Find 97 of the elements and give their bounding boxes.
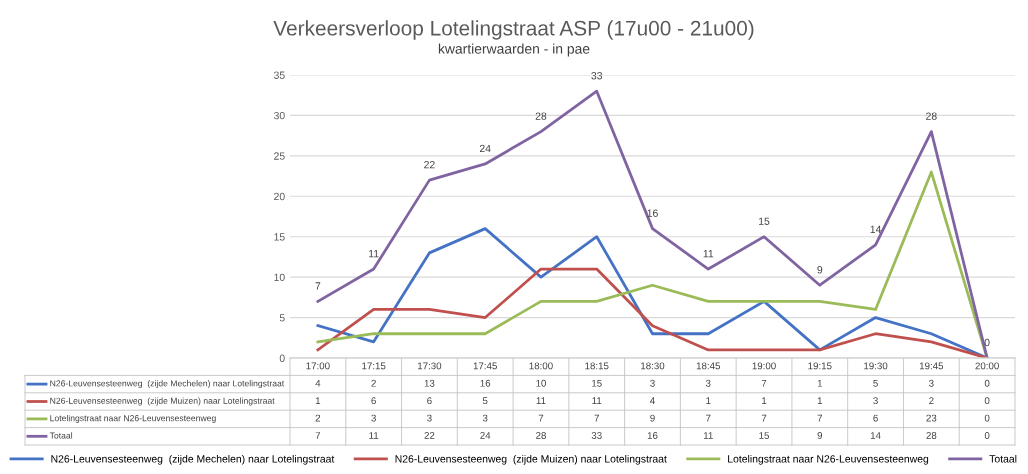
text: N26-Leuvensesteenweg (zijde Mechelen) naar Lotelingstraat [51, 454, 335, 465]
chart-title: Verkeersverloop Lotelingstraat ASP (17u00 - 21u00) [273, 20, 754, 40]
data-label: 3 [427, 414, 432, 422]
data-label: 16 [480, 379, 491, 387]
line-series [316, 89, 989, 358]
data-label: 16 [647, 432, 658, 439]
data-label: 7 [761, 414, 767, 422]
annotation: 7 [315, 282, 321, 290]
x-tick-label: 19:00 [752, 362, 776, 370]
data-label: 15 [592, 379, 602, 387]
data-label: 28 [536, 432, 546, 439]
x-tick-label: 19:15 [808, 362, 832, 370]
x-tick-label: 17:45 [473, 362, 497, 370]
data-label: 0 [984, 414, 990, 422]
legend-label: Totaal [989, 454, 1017, 463]
text: N26-Leuvensesteenweg (zijde Muizen) naar Lotelingstraat [395, 454, 667, 465]
annotation: 9 [817, 266, 823, 274]
data-label: 11 [536, 397, 546, 405]
y-tick-label: 30 [273, 111, 285, 120]
data-label: 7 [706, 414, 711, 422]
x-tick-label: 17:00 [306, 362, 330, 370]
x-tick-label: 18:00 [529, 362, 553, 370]
data-label: 0 [984, 432, 990, 439]
data-label: 7 [817, 414, 823, 422]
annotation: 33 [591, 72, 603, 80]
data-label: 7 [594, 414, 599, 422]
data-label: 0 [984, 397, 990, 405]
data-label: 4 [650, 397, 655, 405]
data-label: 5 [482, 397, 488, 405]
data-label: 10 [536, 379, 546, 387]
x-tick-label: 18:15 [585, 362, 609, 370]
data-label: 2 [371, 379, 376, 387]
data-label: 2 [929, 397, 934, 405]
data-label: 6 [873, 414, 878, 422]
annotation: 22 [424, 160, 435, 169]
data-label: 3 [482, 414, 488, 422]
data-label: 3 [873, 397, 878, 405]
data-label: 33 [591, 432, 602, 439]
data-label: 22 [424, 432, 435, 439]
text: Totaal [49, 432, 73, 439]
y-tick-label: 35 [273, 71, 285, 79]
data-label: 6 [427, 397, 432, 405]
data-label: 11 [369, 432, 379, 439]
data-label: 1 [817, 397, 823, 405]
data-label: 15 [759, 432, 770, 439]
y-tick-label: 20 [274, 192, 285, 201]
data-label: 28 [926, 432, 937, 439]
data-label: 11 [592, 397, 602, 405]
legend-label: N26-Leuvensesteenweg (zijde Muizen) naar Lotelingstraat [50, 397, 275, 406]
legend-label: Lotelingstraat naar N26-Leuvensesteenweg [728, 454, 929, 465]
data-label: 14 [870, 432, 881, 439]
annotation: 16 [647, 209, 658, 217]
annotation: 28 [926, 112, 937, 120]
x-tick-label: 17:15 [362, 362, 386, 370]
data-label: 3 [371, 414, 376, 422]
text: Lotelingstraat naar N26-Leuvensesteenweg [50, 414, 216, 423]
data-label: 1 [762, 397, 767, 405]
data-label: 7 [761, 379, 767, 387]
data-label: 1 [706, 397, 711, 405]
y-tick-label: 15 [274, 233, 285, 241]
data-label: 6 [371, 397, 376, 405]
data-label: 1 [315, 397, 321, 405]
x-tick-label: 19:45 [919, 362, 944, 370]
data-label: 3 [705, 379, 711, 387]
x-tick-label: 17:30 [418, 362, 442, 370]
x-tick-label: 19:30 [864, 362, 888, 370]
data-label: 9 [817, 432, 823, 439]
data-label: 11 [703, 432, 713, 439]
x-tick-label: 20:00 [975, 362, 999, 370]
legend-label: N26-Leuvensesteenweg (zijde Mechelen) naar Lotelingstraat [50, 380, 285, 389]
y-tick-label: 25 [274, 152, 285, 160]
annotation: 15 [759, 217, 770, 225]
y-tick-label: 5 [279, 314, 285, 322]
data-label: 3 [929, 379, 934, 387]
data-label: 23 [926, 414, 937, 422]
x-tick-label: 18:45 [696, 362, 721, 370]
y-tick-label: 0 [279, 354, 285, 362]
annotation: 11 [703, 250, 714, 258]
annotation: 14 [870, 225, 882, 233]
annotation: 28 [535, 112, 547, 120]
data-label: 4 [315, 379, 321, 387]
annotation: 0 [984, 338, 990, 347]
data-label: 5 [873, 379, 878, 387]
data-label: 0 [984, 379, 990, 387]
y-tick-label: 10 [274, 273, 285, 282]
data-label: 9 [650, 414, 655, 422]
annotation: 24 [479, 144, 491, 153]
chart-subtitle: kwartierwaarden - in pae [438, 43, 590, 57]
data-label: 24 [480, 432, 491, 439]
data-label: 3 [650, 379, 655, 387]
annotation: 11 [369, 250, 379, 258]
x-tick-label: 18:30 [641, 362, 665, 370]
data-label: 7 [538, 414, 544, 422]
data-label: 7 [315, 432, 321, 439]
data-label: 2 [315, 414, 321, 422]
data-label: 1 [817, 379, 823, 387]
data-label: 13 [424, 379, 435, 387]
